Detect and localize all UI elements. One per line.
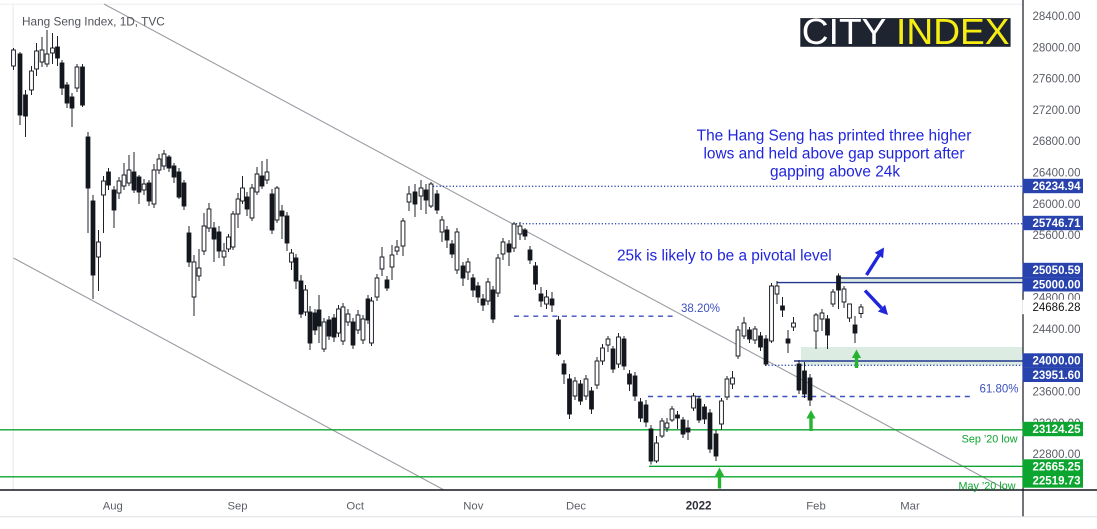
svg-text:22519.73: 22519.73	[1033, 476, 1081, 488]
svg-text:CITY INDEX: CITY INDEX	[802, 11, 1010, 52]
svg-text:25746.71: 25746.71	[1033, 218, 1082, 230]
svg-text:38.20%: 38.20%	[681, 303, 720, 315]
svg-text:2022: 2022	[686, 500, 712, 513]
svg-text:27600.00: 27600.00	[1033, 74, 1081, 86]
svg-text:Sep ’20 low: Sep ’20 low	[962, 434, 1018, 446]
svg-text:Dec: Dec	[566, 501, 586, 513]
svg-text:26000.00: 26000.00	[1033, 199, 1081, 211]
svg-text:24686.28: 24686.28	[1033, 302, 1081, 314]
svg-text:26234.94: 26234.94	[1033, 181, 1082, 193]
svg-text:25k is likely to be a pivotal: 25k is likely to be a pivotal level	[617, 248, 832, 265]
svg-text:gapping above 24k: gapping above 24k	[770, 164, 900, 181]
svg-text:61.80%: 61.80%	[979, 384, 1018, 396]
svg-text:23124.25: 23124.25	[1033, 424, 1082, 436]
svg-text:28400.00: 28400.00	[1033, 11, 1081, 23]
svg-text:Feb: Feb	[806, 501, 825, 513]
svg-text:25600.00: 25600.00	[1033, 230, 1081, 242]
svg-text:26800.00: 26800.00	[1033, 136, 1081, 148]
svg-text:The Hang Seng has printed thre: The Hang Seng has printed three higher	[697, 128, 972, 145]
svg-text:26400.00: 26400.00	[1033, 168, 1081, 180]
svg-text:23600.00: 23600.00	[1033, 387, 1081, 399]
svg-text:Aug: Aug	[103, 501, 123, 513]
svg-text:25000.00: 25000.00	[1033, 280, 1081, 292]
svg-text:22665.25: 22665.25	[1033, 462, 1082, 474]
svg-text:Nov: Nov	[463, 501, 483, 513]
svg-text:23951.60: 23951.60	[1033, 370, 1081, 382]
svg-text:Sep: Sep	[227, 501, 247, 513]
svg-text:Hang Seng Index, 1D, TVC: Hang Seng Index, 1D, TVC	[22, 14, 165, 28]
svg-text:Oct: Oct	[346, 501, 364, 513]
svg-text:28000.00: 28000.00	[1033, 42, 1081, 54]
svg-text:May ’20 low: May ’20 low	[958, 480, 1015, 492]
svg-text:Mar: Mar	[900, 501, 920, 513]
svg-text:24000.00: 24000.00	[1033, 356, 1081, 368]
svg-text:lows and held above gap suppor: lows and held above gap support after	[704, 146, 965, 163]
svg-text:22800.00: 22800.00	[1033, 449, 1081, 461]
svg-text:24400.00: 24400.00	[1033, 324, 1081, 336]
svg-text:25050.59: 25050.59	[1033, 265, 1081, 277]
svg-text:27200.00: 27200.00	[1033, 105, 1081, 117]
